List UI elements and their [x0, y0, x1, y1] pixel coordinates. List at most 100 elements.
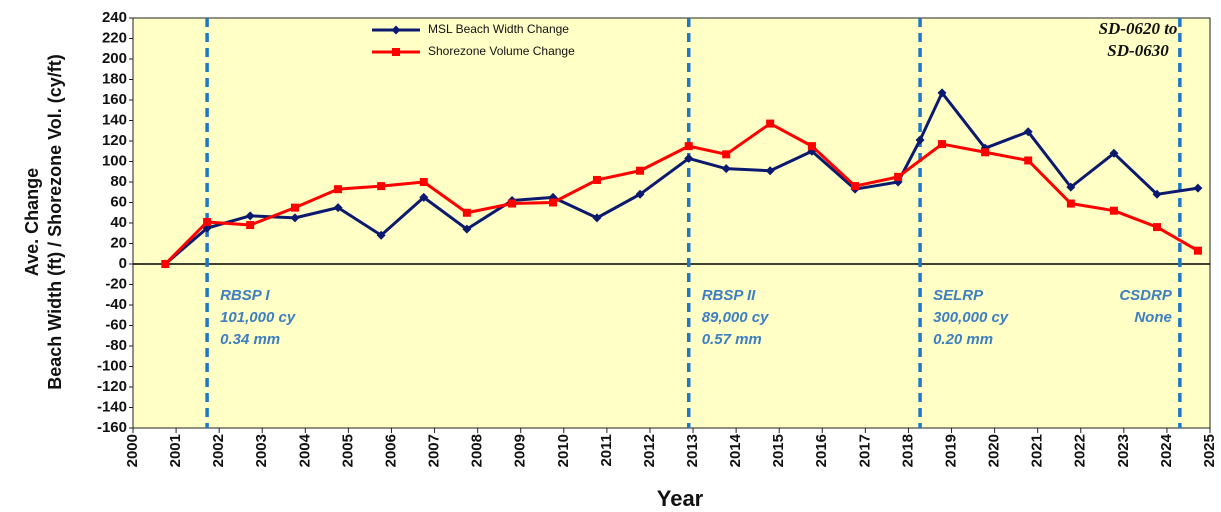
data-point — [1193, 246, 1202, 255]
data-point — [290, 203, 299, 212]
data-point — [1153, 223, 1162, 232]
x-tick-label: 2014 — [727, 433, 744, 467]
x-tick-label: 2002 — [210, 434, 227, 467]
legend-label: MSL Beach Width Change — [428, 22, 569, 36]
y-tick-label: -120 — [97, 378, 127, 395]
y-tick-label: 80 — [110, 173, 127, 190]
x-tick-label: 2007 — [426, 434, 443, 467]
x-tick-label: 2019 — [942, 434, 959, 467]
data-point — [938, 140, 947, 149]
data-point — [981, 148, 990, 157]
y-tick-label: 240 — [102, 9, 127, 26]
data-point — [807, 142, 816, 151]
legend-marker — [391, 25, 401, 35]
data-point — [684, 142, 693, 151]
y-tick-label: 180 — [102, 70, 127, 87]
y-tick-label: 200 — [102, 50, 127, 67]
y-tick-label: -100 — [97, 357, 127, 374]
data-point — [290, 213, 300, 223]
y-tick-label: 60 — [110, 193, 127, 210]
data-point — [419, 178, 428, 186]
x-tick-label: 2018 — [899, 434, 916, 467]
y-tick-label: -20 — [105, 275, 127, 292]
x-tick-label: 2000 — [124, 434, 141, 467]
x-tick-label: 2017 — [856, 434, 873, 467]
event-label: 0.20 mm — [933, 331, 993, 348]
y-tick-label: -40 — [105, 296, 127, 313]
y-axis-label: Beach Width (ft) / Shorezone Vol. (cy/ft… — [45, 54, 65, 390]
x-tick-label: 2020 — [986, 434, 1003, 467]
y-tick-label: 0 — [119, 255, 127, 272]
event-label: 0.34 mm — [220, 331, 280, 348]
y-tick-label: -80 — [105, 337, 127, 354]
y-tick-label: 20 — [110, 234, 127, 251]
x-tick-label: 2024 — [1158, 433, 1175, 467]
y-tick-label: -60 — [105, 316, 127, 333]
y-axis-label: Ave. Change — [22, 168, 42, 276]
event-label: CSDRP — [1119, 287, 1173, 304]
data-point — [1193, 183, 1203, 193]
data-point — [1024, 156, 1033, 165]
event-label: SELRP — [933, 287, 984, 304]
event-label: RBSP I — [220, 287, 270, 304]
y-tick-label: -140 — [97, 398, 127, 415]
plot-area — [132, 17, 1211, 429]
x-tick-label: 2016 — [813, 434, 830, 467]
x-tick-label: 2009 — [512, 434, 529, 467]
data-point — [245, 211, 255, 221]
data-point — [1066, 182, 1076, 192]
data-point — [635, 189, 645, 199]
x-tick-label: 2001 — [167, 434, 184, 467]
data-point — [592, 213, 602, 223]
event-label: 101,000 cy — [220, 309, 296, 326]
y-tick-label: 220 — [102, 29, 127, 46]
data-point — [636, 166, 645, 175]
y-tick-label: 100 — [102, 152, 127, 169]
data-point — [915, 135, 925, 145]
event-label: 300,000 cy — [933, 309, 1009, 326]
x-tick-label: 2013 — [684, 434, 701, 467]
data-point — [722, 150, 731, 159]
event-label: None — [1134, 309, 1172, 326]
data-point — [851, 182, 860, 191]
corner-label: SD-0630 — [1107, 41, 1169, 60]
data-point — [462, 224, 472, 234]
data-point — [377, 182, 386, 191]
legend-label: Shorezone Volume Change — [428, 44, 575, 58]
x-tick-label: 2010 — [555, 434, 572, 467]
data-point — [333, 203, 343, 213]
data-point — [1152, 189, 1162, 199]
y-tick-label: -160 — [97, 419, 127, 436]
data-point — [766, 119, 775, 128]
x-tick-label: 2015 — [770, 434, 787, 467]
event-label: 89,000 cy — [702, 309, 769, 326]
x-axis-label: Year — [657, 486, 704, 511]
y-tick-label: 120 — [102, 132, 127, 149]
data-point — [246, 221, 255, 230]
x-tick-label: 2012 — [641, 434, 658, 467]
event-label: RBSP II — [702, 287, 756, 304]
corner-label: SD-0620 to — [1099, 19, 1178, 38]
series-line — [164, 91, 1199, 266]
data-point — [684, 153, 694, 163]
data-point — [161, 260, 170, 268]
data-point — [1109, 206, 1118, 215]
x-tick-label: 2021 — [1029, 434, 1046, 467]
data-point — [592, 175, 601, 184]
x-tick-label: 2004 — [296, 433, 313, 467]
x-tick-label: 2005 — [339, 434, 356, 467]
data-point — [937, 88, 947, 98]
x-tick-label: 2023 — [1115, 434, 1132, 467]
data-point — [765, 166, 775, 176]
data-point — [334, 185, 343, 194]
x-tick-label: 2022 — [1072, 434, 1089, 467]
x-tick-label: 2008 — [469, 434, 486, 467]
data-point — [549, 198, 558, 207]
data-point — [1109, 148, 1119, 158]
data-point — [1023, 127, 1033, 137]
data-point — [508, 199, 517, 208]
x-tick-label: 2003 — [253, 434, 270, 467]
x-tick-label: 2006 — [382, 434, 399, 467]
data-point — [203, 217, 212, 226]
